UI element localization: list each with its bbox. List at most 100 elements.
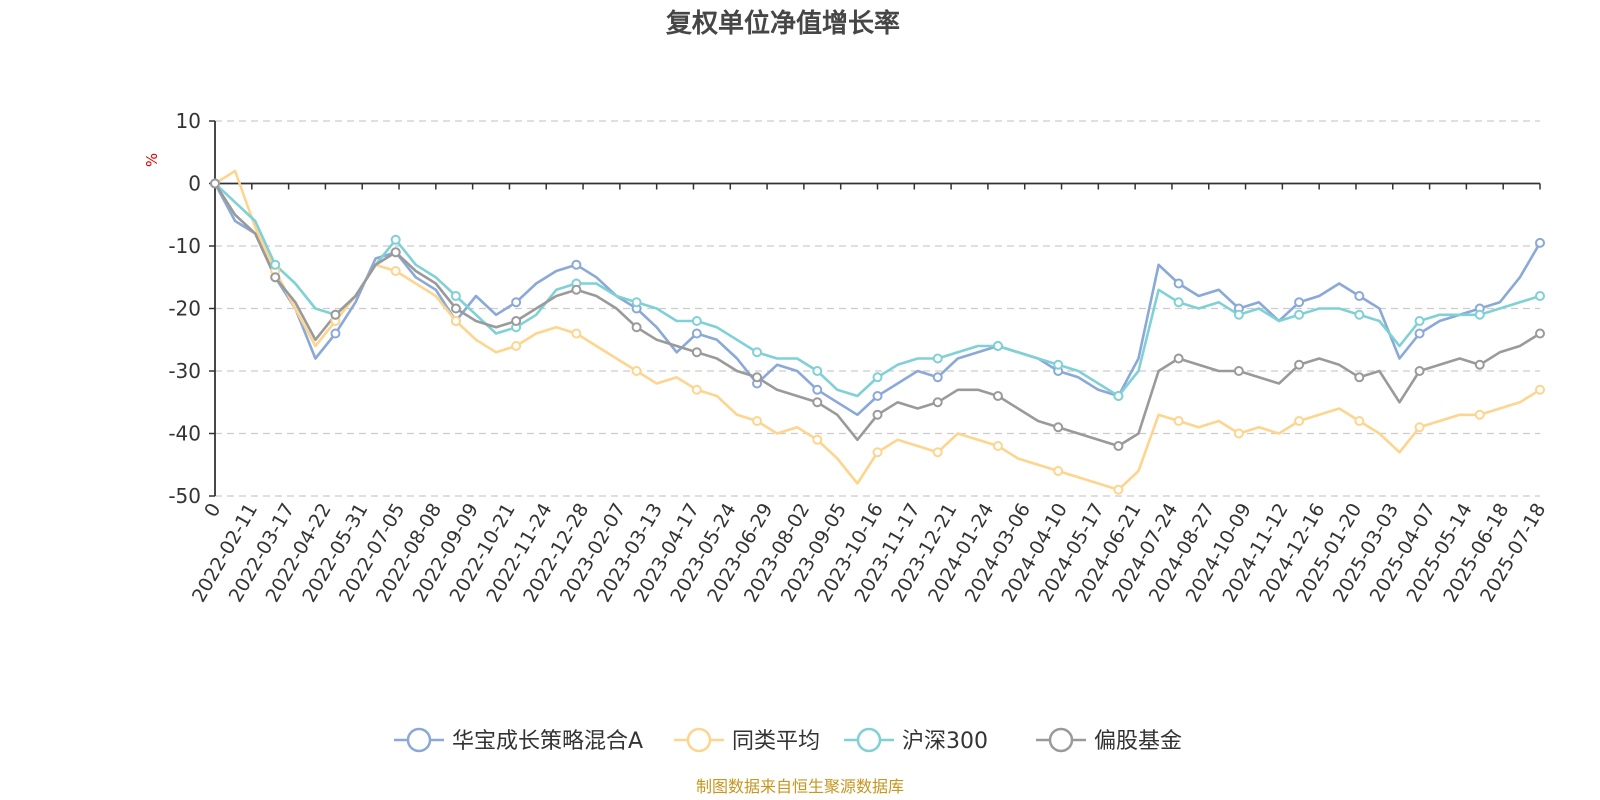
data-point [1233,309,1244,320]
legend-item-1[interactable]: 同类平均 [674,727,820,754]
series-markers [210,178,1545,495]
data-point [1354,291,1365,301]
data-point [992,441,1003,451]
data-point [631,297,642,308]
data-point [1474,409,1485,420]
data-point [691,347,702,358]
data-point [1535,328,1545,339]
data-point [1414,328,1425,339]
data-point [1354,309,1365,320]
data-point [992,391,1003,401]
data-point [1414,316,1425,326]
data-point [1113,484,1124,495]
legend[interactable]: 华宝成长策略混合A 同类平均 沪深300 偏股基金 [394,727,1182,754]
data-point [1233,366,1244,376]
data-point [812,434,823,445]
data-point [390,234,401,245]
data-point [1294,416,1305,426]
y-tick-label: -50 [168,484,201,508]
y-tick-label: -10 [168,234,201,258]
x-tick-label: 0 [200,500,225,521]
data-point [1294,359,1305,370]
data-point [390,266,401,276]
grid [215,120,1540,497]
data-point [1414,422,1425,433]
source-note: 制图数据来自恒生聚源数据库 [696,777,904,796]
data-point [1474,309,1485,320]
data-point [1053,466,1064,476]
series-line-1 [214,169,1541,492]
data-point [1294,309,1305,320]
data-point [631,366,642,376]
legend-marker [406,727,432,753]
data-point [631,322,642,333]
data-point [1535,384,1545,395]
data-point [330,328,341,339]
data-point [691,316,702,326]
legend-item-0[interactable]: 华宝成长策略混合A [394,727,643,754]
y-tick-label: -30 [168,359,201,383]
data-point [511,341,522,351]
y-tick-label: 10 [176,109,201,133]
data-point [691,328,702,339]
data-point [1173,353,1184,364]
data-point [1173,297,1184,308]
data-point [1233,428,1244,439]
data-point [1535,237,1545,248]
data-point [210,178,220,189]
legend-marker [1048,727,1074,753]
data-point [1414,366,1425,376]
data-point [872,447,883,458]
data-point [932,447,943,458]
data-point [571,259,582,270]
data-point [1053,422,1064,433]
data-point [571,328,582,339]
chart-title: 复权单位净值增长率 [666,8,900,39]
data-point [1535,291,1545,301]
axes: 100-10-20-30-40-5002022-02-112022-03-172… [168,109,1550,606]
data-point [691,384,702,395]
data-point [270,259,281,270]
data-point [932,353,943,364]
data-point [1294,297,1305,308]
data-point [1354,416,1365,426]
data-point [872,372,883,383]
data-point [812,366,823,376]
legend-item-2[interactable]: 沪深300 [844,727,988,754]
legend-label: 偏股基金 [1094,729,1182,754]
data-point [450,291,461,301]
data-point [511,297,522,308]
data-point [1113,441,1124,451]
data-point [330,309,341,320]
data-point [1173,416,1184,426]
data-point [1053,359,1064,370]
data-point [390,247,401,258]
y-tick-label: -20 [168,297,201,321]
series-line-3 [213,182,1541,448]
y-tick-label: 0 [188,172,201,196]
legend-marker [856,727,882,753]
data-point [450,316,461,326]
data-point [270,272,281,283]
series-line-2 [214,182,1541,398]
data-point [932,372,943,383]
data-point [450,303,461,314]
data-point [752,372,763,383]
y-tick-label: -40 [168,422,201,446]
data-point [812,397,823,408]
data-point [752,347,763,358]
legend-label: 华宝成长策略混合A [452,729,643,754]
data-point [1474,359,1485,370]
data-point [511,316,522,326]
y-axis-unit: % [143,153,161,167]
data-point [1113,391,1124,401]
legend-marker [686,727,712,753]
data-point [872,391,883,401]
data-point [932,397,943,408]
data-point [812,384,823,395]
legend-item-3[interactable]: 偏股基金 [1036,727,1182,754]
data-point [872,409,883,420]
data-point [571,284,582,295]
data-point [1173,278,1184,289]
